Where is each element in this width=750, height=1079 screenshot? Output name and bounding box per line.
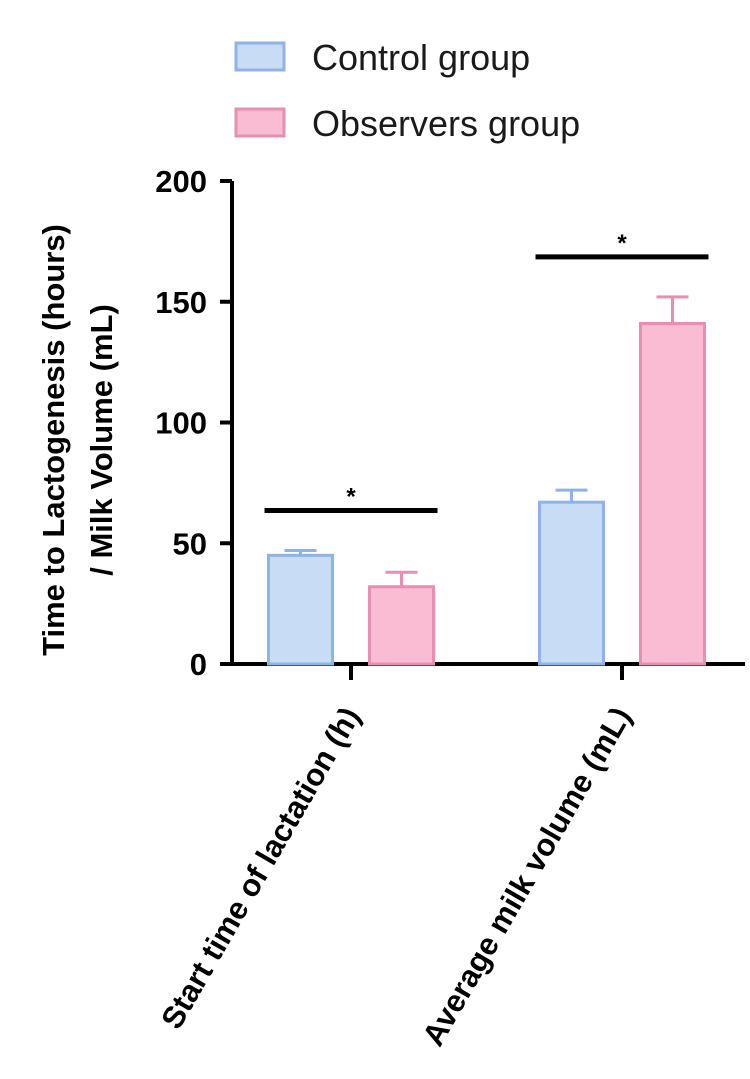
significance-star: * [346, 483, 356, 510]
legend-label-control: Control group [312, 37, 530, 78]
y-tick-label: 100 [155, 406, 207, 441]
x-category-label: Start time of lactation (h) [154, 701, 367, 1035]
bar-control-1 [538, 500, 605, 666]
bars [267, 321, 706, 666]
y-axis-title-line1: Time to Lactogenesis (hours) [36, 224, 71, 656]
x-category-label: Average milk volume (mL) [415, 701, 638, 1052]
legend-label-observers: Observers group [312, 103, 580, 144]
error-bars [284, 295, 689, 587]
y-tick-label: 200 [155, 164, 207, 199]
legend: Control group Observers group [234, 37, 580, 144]
y-axis-title-line2: / Milk Volume (mL) [84, 304, 119, 576]
bar-control-0 [267, 553, 334, 666]
legend-swatch-observers [234, 107, 286, 138]
y-ticks: 0 50 100 150 200 [155, 164, 232, 682]
bar-observers-0 [368, 585, 435, 666]
x-categories: Start time of lactation (h) Average milk … [154, 664, 638, 1052]
bar-observers-1 [639, 321, 706, 666]
legend-swatch-control [234, 41, 286, 72]
y-tick-label: 50 [173, 526, 207, 561]
significance-markers: ** [264, 230, 709, 513]
y-tick-label: 150 [155, 285, 207, 320]
y-tick-label: 0 [190, 647, 207, 682]
significance-star: * [617, 230, 627, 257]
